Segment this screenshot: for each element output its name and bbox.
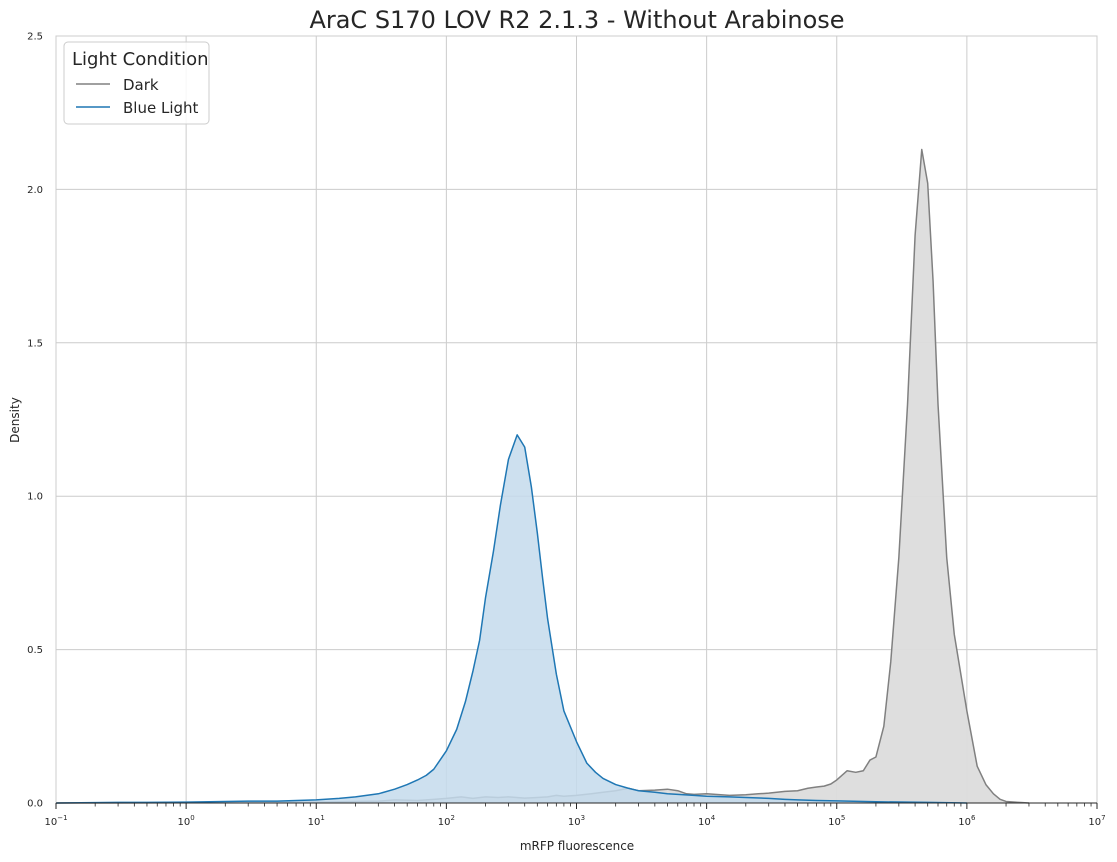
- legend-box: [63, 41, 210, 125]
- x-tick-label: 100: [178, 814, 195, 828]
- x-tick-label: 101: [308, 814, 325, 828]
- x-tick-label: 106: [958, 814, 976, 828]
- legend-label-blue-light: Blue Light: [123, 99, 199, 117]
- series-line-blue-light: [55, 434, 967, 804]
- y-axis-ticks: 0.0 0.5 1.0 1.5 2.0 2.5: [27, 32, 43, 810]
- y-tick-label: 2.0: [27, 185, 43, 196]
- legend: Light Condition Dark Blue Light: [63, 41, 210, 125]
- x-tick-label: 10−1: [44, 814, 67, 828]
- y-tick-label: 1.5: [27, 338, 43, 349]
- area-fill-dark: [56, 149, 1029, 803]
- y-axis-label: Density: [8, 397, 22, 443]
- x-axis-label: mRFP fluorescence: [520, 839, 634, 853]
- x-tick-label: 104: [698, 814, 716, 828]
- legend-label-dark: Dark: [123, 76, 159, 94]
- y-tick-label: 0.0: [27, 799, 43, 810]
- area-fill-blue-light: [56, 434, 967, 803]
- y-tick-label: 2.5: [27, 32, 43, 43]
- x-tick-label: 105: [828, 814, 845, 828]
- chart-title: AraC S170 LOV R2 2.1.3 - Without Arabino…: [309, 6, 844, 34]
- x-tick-label: 102: [438, 814, 455, 828]
- x-axis-ticks: 10−1 100 101 102 103 104 105 106 107: [44, 803, 1106, 828]
- density-areas: [55, 148, 1030, 804]
- legend-title: Light Condition: [72, 49, 209, 70]
- x-tick-label: 103: [568, 814, 585, 828]
- y-tick-label: 0.5: [27, 645, 43, 656]
- x-tick-label: 107: [1088, 814, 1105, 828]
- y-tick-label: 1.0: [27, 492, 43, 503]
